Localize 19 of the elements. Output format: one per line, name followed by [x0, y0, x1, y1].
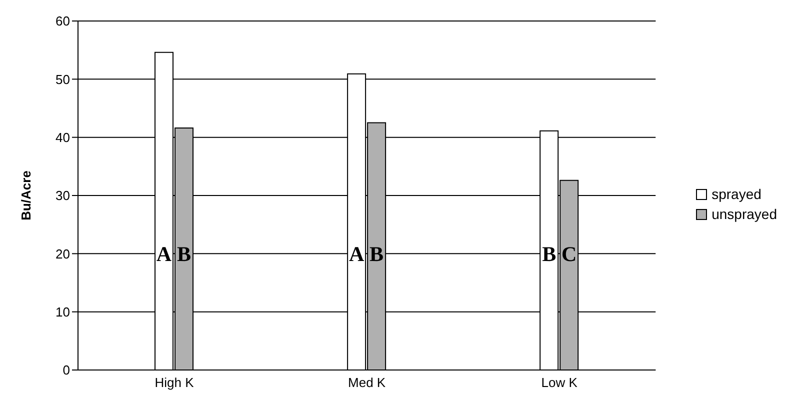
data-label: B [177, 242, 192, 266]
data-label: B [542, 242, 556, 266]
x-tick-label: Med K [348, 375, 386, 390]
y-tick-label: 0 [62, 362, 70, 378]
x-tick-label: High K [154, 375, 194, 390]
y-axis-title: Bu/Acre [18, 170, 34, 220]
y-tick-label: 40 [56, 130, 70, 145]
data-label: B [370, 242, 384, 266]
x-tick-label: Low K [541, 375, 578, 390]
data-label: C [562, 242, 577, 266]
y-tick-label: 50 [56, 72, 70, 87]
y-tick-label: 20 [56, 246, 70, 262]
y-tick-label: 10 [56, 304, 70, 320]
legend-label: unsprayed [712, 206, 777, 222]
data-label: A [156, 242, 172, 266]
legend-label: sprayed [712, 186, 762, 202]
y-tick-label: 60 [56, 14, 70, 29]
data-label: A [348, 242, 365, 266]
y-tick-label: 30 [56, 188, 70, 204]
